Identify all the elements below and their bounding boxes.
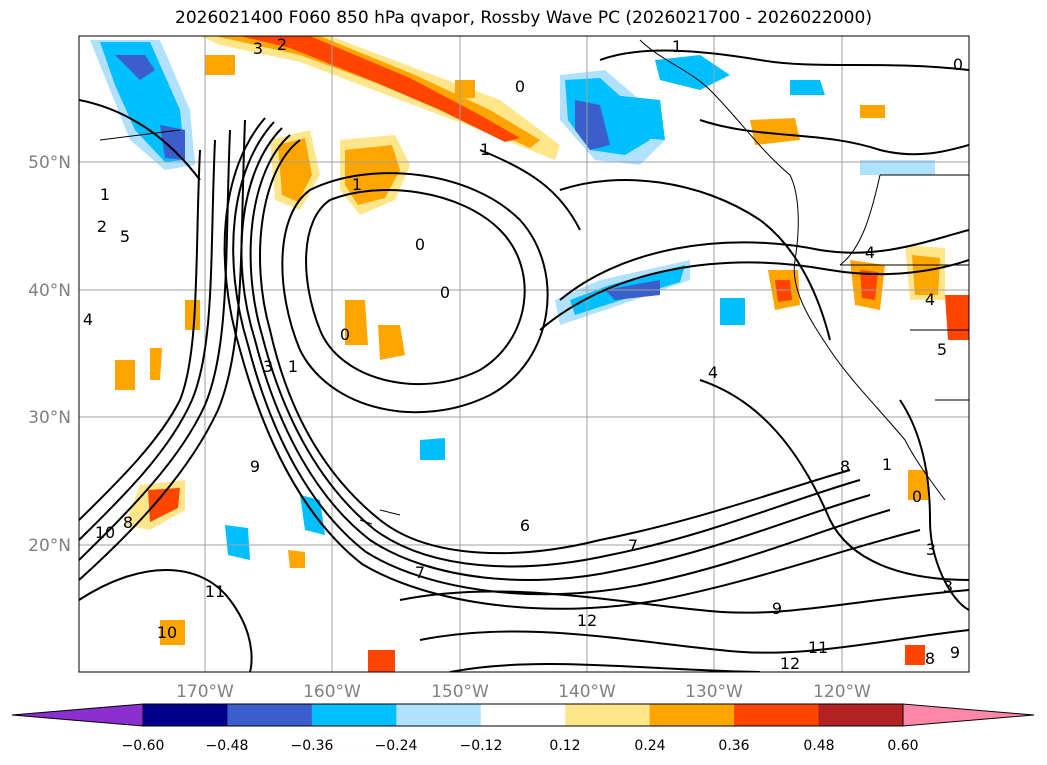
contour-label: 2 <box>277 35 287 54</box>
contour-label: 12 <box>780 654 800 673</box>
contour-label: 4 <box>865 243 875 262</box>
contour-label: 0 <box>953 55 963 74</box>
lon-label: 150°W <box>431 682 489 702</box>
colorbar-tick: −0.24 <box>375 738 418 754</box>
colorbar-swatch <box>143 704 228 726</box>
colorbar-swatch <box>903 704 1034 726</box>
colorbar-swatch <box>227 704 313 726</box>
contour-label: 1 <box>352 175 362 194</box>
contour-label: 1 <box>100 185 110 204</box>
map-area: 3 2 1 0 0 1 1 0 1 2 5 4 0 0 3 1 4 4 4 5 … <box>28 35 970 702</box>
colorbar-swatch <box>565 704 651 726</box>
colorbar-swatch <box>734 704 820 726</box>
contour-label: 3 <box>943 577 953 596</box>
contour-label: 12 <box>577 611 597 630</box>
contour-label: 8 <box>840 457 850 476</box>
contour-label: 4 <box>83 310 93 329</box>
colorbar-tick: 0.24 <box>634 738 665 754</box>
lat-label: 50°N <box>28 153 71 173</box>
contour-label: 8 <box>123 513 133 532</box>
colorbar: −0.60 −0.48 −0.36 −0.24 −0.12 0.12 0.24 … <box>11 703 1035 754</box>
contour-label: 6 <box>520 516 530 535</box>
contour-label: 1 <box>480 140 490 159</box>
lon-label: 140°W <box>558 682 616 702</box>
contour-label: 1 <box>672 37 682 56</box>
colorbar-tick: −0.48 <box>206 738 249 754</box>
contour-label: 3 <box>253 39 263 58</box>
lon-label: 170°W <box>176 682 234 702</box>
colorbar-swatch <box>480 704 566 726</box>
colorbar-tick: 0.36 <box>718 738 749 754</box>
contour-label: 11 <box>205 582 225 601</box>
longitude-labels: 170°W 160°W 150°W 140°W 130°W 120°W <box>176 682 871 702</box>
contour-label: 1 <box>882 455 892 474</box>
contour-label: 10 <box>157 623 177 642</box>
colorbar-frame <box>142 703 904 727</box>
colorbar-tick: −0.12 <box>460 738 503 754</box>
colorbar-tick: 0.48 <box>803 738 834 754</box>
colorbar-swatch <box>12 704 143 726</box>
contour-label: 7 <box>628 536 638 555</box>
contour-label: 4 <box>925 290 935 309</box>
contour-label: 1 <box>288 357 298 376</box>
contour-lines <box>79 49 969 672</box>
colorbar-swatch <box>311 704 397 726</box>
contour-label: 8 <box>925 649 935 668</box>
contour-label: 9 <box>250 457 260 476</box>
contour-label: 0 <box>340 325 350 344</box>
contour-label-group: 3 2 1 0 0 1 1 0 1 2 5 4 0 0 3 1 4 4 4 5 … <box>83 35 963 673</box>
latitude-labels: 50°N 40°N 30°N 20°N <box>28 153 71 556</box>
colorbar-swatch <box>396 704 482 726</box>
map-title: 2026021400 F060 850 hPa qvapor, Rossby W… <box>175 8 872 28</box>
contour-label: 9 <box>772 599 782 618</box>
coastlines <box>99 39 969 525</box>
contour-label: 5 <box>120 227 130 246</box>
contour-label: 2 <box>97 217 107 236</box>
lat-label: 30°N <box>28 408 71 428</box>
lat-label: 40°N <box>28 281 71 301</box>
contour-label: 0 <box>912 487 922 506</box>
contour-label: 10 <box>95 523 115 542</box>
contour-label: 11 <box>808 638 828 657</box>
colorbar-tick: −0.36 <box>291 738 334 754</box>
colorbar-tick: −0.60 <box>122 738 165 754</box>
map-frame <box>78 35 970 673</box>
contour-label: 7 <box>415 563 425 582</box>
contour-label: 5 <box>937 340 947 359</box>
lon-label: 160°W <box>303 682 361 702</box>
contour-label: 3 <box>926 540 936 559</box>
colorbar-swatches <box>12 704 1034 726</box>
contour-label: 0 <box>515 77 525 96</box>
colorbar-swatch <box>818 704 904 726</box>
contour-label: 0 <box>440 283 450 302</box>
colorbar-tick: 0.12 <box>549 738 580 754</box>
colorbar-swatch <box>649 704 735 726</box>
contour-label: 0 <box>415 235 425 254</box>
lon-label: 130°W <box>685 682 743 702</box>
lat-label: 20°N <box>28 536 71 556</box>
contour-label: 4 <box>708 363 718 382</box>
colorbar-tick-labels: −0.60 −0.48 −0.36 −0.24 −0.12 0.12 0.24 … <box>122 738 919 754</box>
contour-label: 3 <box>263 357 273 376</box>
lon-label: 120°W <box>813 682 871 702</box>
contour-label: 9 <box>950 643 960 662</box>
colorbar-tick: 0.60 <box>887 738 918 754</box>
